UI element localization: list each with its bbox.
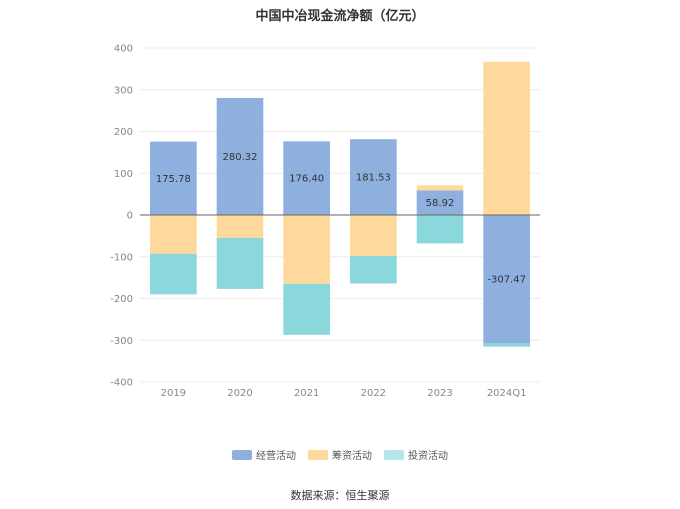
bar-chart: 400 300 200 100 0 -100 -200 -300 -400 175.78 280.…	[110, 44, 540, 399]
bar-financing-2020[interactable]	[216, 215, 264, 238]
y-tick-label: -200	[110, 294, 133, 305]
legend-label-operating: 经营活动	[256, 451, 296, 462]
y-tick-label: 0	[127, 211, 133, 222]
legend-item-financing[interactable]: 筹资活动	[308, 447, 372, 462]
x-tick-label: 2019	[161, 388, 186, 399]
bar-financing-2022[interactable]	[350, 215, 397, 256]
data-label-2021: 176.40	[289, 174, 324, 185]
y-axis-ticks: 400 300 200 100 0 -100 -200 -300 -400	[110, 44, 133, 389]
bar-investing-2022[interactable]	[350, 255, 397, 284]
bar-financing-2019[interactable]	[150, 215, 197, 254]
bar-investing-2021[interactable]	[283, 283, 330, 335]
x-tick-label: 2020	[227, 388, 252, 399]
bar-financing-2024Q1[interactable]	[483, 61, 530, 216]
legend-swatch-operating	[232, 449, 252, 460]
bar-operating-2024Q1[interactable]	[483, 215, 530, 344]
y-tick-label: 400	[114, 44, 133, 55]
bar-investing-2024Q1[interactable]	[483, 343, 530, 347]
x-axis-ticks: 2019 2020 2021 2022 2023 2024Q1	[161, 388, 527, 399]
bar-operating-2022[interactable]	[350, 139, 397, 215]
bar-investing-2023[interactable]	[416, 215, 464, 244]
data-label-2019: 175.78	[156, 174, 191, 185]
data-label-2020: 280.32	[223, 152, 258, 163]
bar-series	[150, 61, 530, 347]
y-tick-label: -400	[110, 378, 133, 389]
bar-investing-2019[interactable]	[150, 253, 197, 295]
data-source: 数据来源：恒生聚源	[290, 489, 390, 502]
chart-title: 中国中冶现金流净额（亿元）	[255, 9, 425, 24]
data-label-2023: 58.92	[426, 198, 455, 209]
y-tick-label: -100	[110, 252, 133, 263]
x-tick-label: 2021	[294, 388, 319, 399]
bar-financing-2023[interactable]	[416, 185, 464, 191]
grid-lines	[140, 47, 540, 383]
y-tick-label: 300	[114, 85, 133, 96]
legend-swatch-investing	[384, 449, 404, 460]
legend-label-investing: 投资活动	[408, 451, 448, 462]
bar-operating-2020[interactable]	[216, 97, 264, 215]
data-label-2022: 181.53	[356, 173, 391, 184]
legend-swatch-financing	[308, 449, 328, 460]
legend: 经营活动 筹资活动 投资活动	[0, 447, 680, 462]
data-label-2024Q1: -307.47	[487, 275, 526, 286]
bar-operating-2019[interactable]	[150, 141, 197, 215]
bar-investing-2020[interactable]	[216, 237, 264, 289]
y-tick-label: -300	[110, 336, 133, 347]
x-tick-label: 2023	[427, 388, 452, 399]
legend-item-investing[interactable]: 投资活动	[384, 447, 448, 462]
bar-financing-2021[interactable]	[283, 215, 330, 284]
data-labels: 175.78 280.32 176.40 181.53 58.92 -307.47	[156, 152, 526, 286]
bar-operating-2023[interactable]	[416, 190, 464, 215]
y-tick-label: 200	[114, 127, 133, 138]
x-tick-label: 2024Q1	[487, 388, 527, 399]
legend-item-operating[interactable]: 经营活动	[232, 447, 296, 462]
bar-operating-2021[interactable]	[283, 141, 330, 215]
x-tick-label: 2022	[361, 388, 386, 399]
legend-label-financing: 筹资活动	[332, 451, 372, 462]
y-tick-label: 100	[114, 169, 133, 180]
